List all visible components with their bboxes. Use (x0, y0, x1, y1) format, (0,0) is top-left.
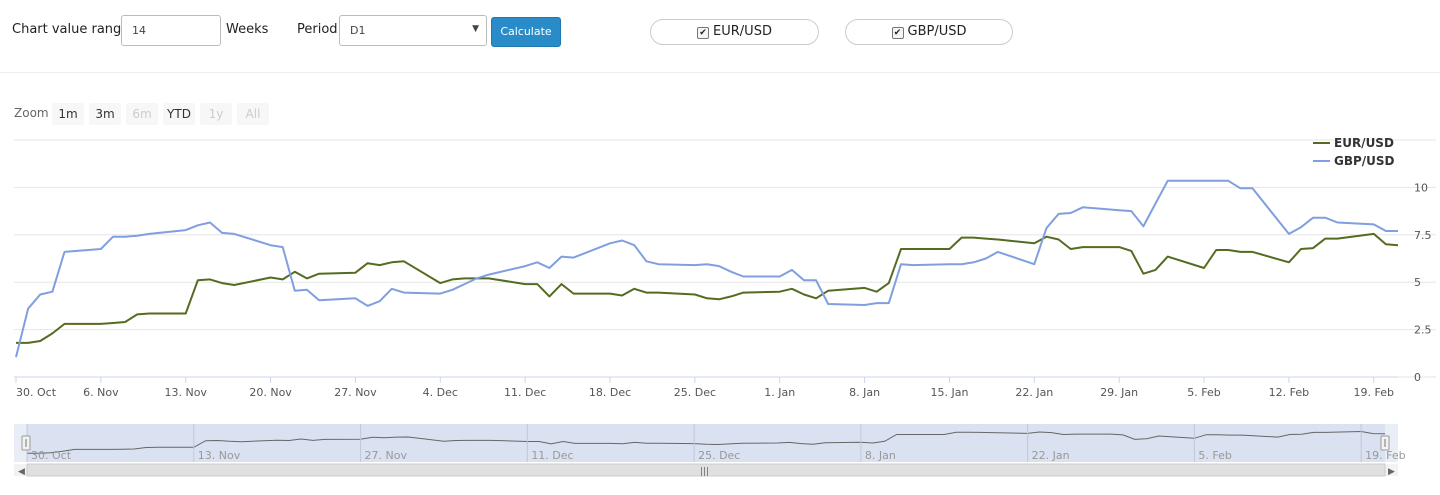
y-tick-label: 7.5 (1414, 229, 1432, 242)
navigator-tick-label: 11. Dec (531, 449, 573, 462)
x-tick-label: 25. Dec (674, 386, 716, 399)
x-tick-label: 19. Feb (1354, 386, 1394, 399)
eur-usd-toggle[interactable]: ✔ EUR/USD (650, 19, 819, 45)
legend-item: EUR/USD (1334, 136, 1394, 150)
navigator-tick-label: 30. Oct (31, 449, 72, 462)
navigator-selected-range (27, 424, 1385, 462)
zoom-1m-button[interactable]: 1m (52, 103, 84, 125)
navigator-tick-label: 27. Nov (365, 449, 408, 462)
scroll-right-arrow-icon: ▶ (1388, 467, 1395, 477)
navigator-tick-label: 13. Nov (198, 449, 241, 462)
chart-value-range-label: Chart value range (12, 22, 130, 37)
scrollbar-track (14, 464, 1398, 476)
x-tick-label: 4. Dec (423, 386, 458, 399)
navigator-tick-label: 19. Feb (1365, 449, 1405, 462)
weeks-label: Weeks (226, 22, 269, 37)
navigator-tick-label: 25. Dec (698, 449, 740, 462)
y-axis-ticks: 0 2.5 5 7.5 10 (1414, 181, 1432, 384)
zoom-3m-button[interactable]: 3m (89, 103, 121, 125)
x-tick-label: 22. Jan (1015, 386, 1053, 399)
x-axis: 30. Oct 6. Nov 13. Nov 20. Nov 27. Nov 4. Dec… (14, 376, 1398, 399)
navigator-series-line (27, 430, 1386, 454)
toolbar: Chart value range 14 Weeks Period D1 ▼ C… (0, 0, 1440, 73)
x-tick-label: 5. Feb (1187, 386, 1220, 399)
x-tick-label: 11. Dec (504, 386, 546, 399)
zoom-6m-button[interactable]: 6m (126, 103, 158, 125)
period-select[interactable]: D1 ▼ (339, 15, 487, 46)
x-tick-label: 20. Nov (249, 386, 292, 399)
y-tick-label: 5 (1414, 276, 1421, 289)
y-tick-label: 0 (1414, 371, 1421, 384)
y-tick-label: 10 (1414, 181, 1428, 194)
series-line-gbp-usd (15, 179, 1398, 358)
scroll-left-arrow-icon: ◀ (18, 467, 25, 477)
scrollbar-grip-icon: ||| (700, 467, 709, 477)
navigator-tick-label: 8. Jan (865, 449, 896, 462)
zoom-1y-button[interactable]: 1y (200, 103, 232, 125)
checkbox-icon[interactable]: ✔ (891, 27, 904, 39)
zoom-ytd-button[interactable]: YTD (163, 103, 195, 125)
x-tick-label: 8. Jan (849, 386, 880, 399)
checkbox-icon[interactable]: ✔ (697, 27, 710, 39)
scrollbar-thumb (26, 463, 1386, 477)
gbp-usd-toggle-label: GBP/USD (907, 24, 967, 39)
calculate-button[interactable]: Calculate (491, 17, 561, 47)
x-tick-label: 30. Oct (16, 386, 57, 399)
grid-lines (14, 139, 1436, 378)
x-tick-label: 18. Dec (589, 386, 631, 399)
x-tick-label: 12. Feb (1269, 386, 1309, 399)
navigator-background (14, 424, 1398, 462)
zoom-all-button[interactable]: All (237, 103, 269, 125)
y-tick-label: 2.5 (1414, 324, 1432, 337)
chevron-down-icon: ▼ (472, 24, 479, 34)
navigator: 30. Oct 13. Nov 27. Nov 11. Dec 25. Dec 8. Ja… (14, 424, 1406, 477)
navigator-tick-label: 5. Feb (1198, 449, 1231, 462)
navigator-left-handle (21, 435, 31, 451)
gbp-usd-toggle[interactable]: ✔ GBP/USD (845, 19, 1013, 45)
navigator-right-handle (1380, 435, 1390, 451)
period-label: Period (297, 22, 338, 37)
x-tick-label: 6. Nov (83, 386, 119, 399)
eur-usd-toggle-label: EUR/USD (713, 24, 772, 39)
navigator-tick-label: 22. Jan (1032, 449, 1070, 462)
zoom-label: Zoom (14, 106, 49, 120)
legend-item: GBP/USD (1334, 154, 1395, 168)
x-tick-label: 15. Jan (930, 386, 968, 399)
x-tick-label: 1. Jan (764, 386, 795, 399)
series-line-eur-usd (16, 232, 1399, 344)
x-tick-label: 29. Jan (1100, 386, 1138, 399)
legend: EUR/USD GBP/USD (1313, 136, 1395, 168)
x-tick-label: 13. Nov (164, 386, 207, 399)
period-select-value: D1 (350, 24, 366, 37)
x-tick-label: 27. Nov (334, 386, 377, 399)
series-lines (15, 179, 1399, 358)
range-input[interactable]: 14 (121, 15, 221, 46)
